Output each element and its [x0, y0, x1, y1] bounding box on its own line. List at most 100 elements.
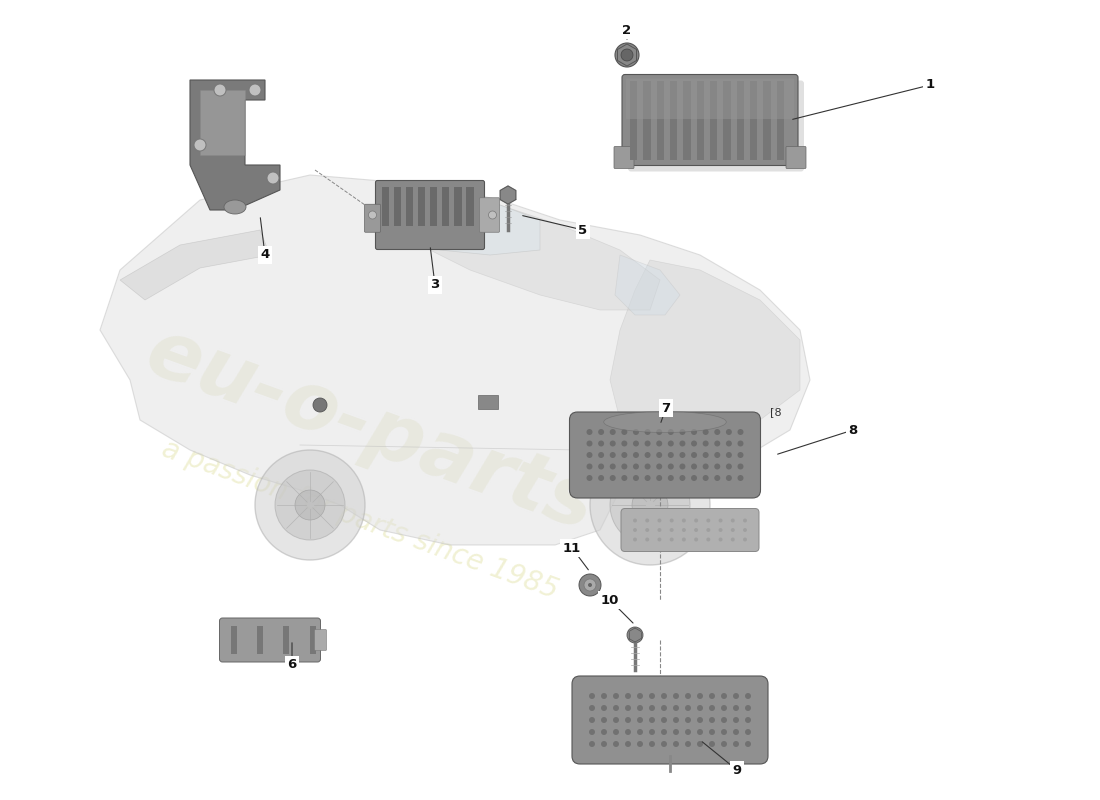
- Circle shape: [590, 445, 710, 565]
- Circle shape: [718, 538, 723, 542]
- Circle shape: [673, 705, 679, 711]
- Circle shape: [733, 717, 739, 723]
- Polygon shape: [190, 80, 280, 210]
- Polygon shape: [200, 90, 245, 155]
- Circle shape: [685, 729, 691, 735]
- Bar: [683, 81, 691, 159]
- Circle shape: [682, 528, 686, 532]
- Circle shape: [194, 139, 206, 151]
- Circle shape: [601, 705, 607, 711]
- Bar: [466, 186, 474, 226]
- Circle shape: [706, 528, 711, 532]
- Circle shape: [609, 452, 616, 458]
- Circle shape: [680, 429, 685, 435]
- Text: 6: 6: [287, 658, 297, 671]
- Circle shape: [632, 441, 639, 446]
- Circle shape: [621, 463, 627, 470]
- Bar: [309, 626, 316, 654]
- Circle shape: [726, 463, 732, 470]
- Circle shape: [632, 429, 639, 435]
- Circle shape: [742, 528, 747, 532]
- Circle shape: [720, 741, 727, 747]
- Circle shape: [720, 705, 727, 711]
- Circle shape: [267, 172, 279, 184]
- Circle shape: [720, 729, 727, 735]
- Circle shape: [646, 518, 649, 522]
- Circle shape: [670, 528, 673, 532]
- Circle shape: [588, 705, 595, 711]
- Circle shape: [703, 463, 708, 470]
- Circle shape: [742, 538, 747, 542]
- Circle shape: [745, 693, 751, 699]
- Bar: [283, 626, 289, 654]
- Circle shape: [714, 452, 720, 458]
- Circle shape: [598, 429, 604, 435]
- Polygon shape: [420, 195, 540, 255]
- Circle shape: [621, 475, 627, 481]
- Circle shape: [658, 528, 661, 532]
- Circle shape: [632, 463, 639, 470]
- Circle shape: [697, 741, 703, 747]
- Text: a passion for parts since 1985: a passion for parts since 1985: [158, 435, 562, 605]
- FancyBboxPatch shape: [570, 412, 760, 498]
- Circle shape: [726, 429, 732, 435]
- Circle shape: [586, 463, 593, 470]
- Bar: [763, 81, 771, 159]
- Circle shape: [718, 528, 723, 532]
- Circle shape: [625, 693, 631, 699]
- Circle shape: [718, 518, 723, 522]
- Circle shape: [621, 441, 627, 446]
- Circle shape: [613, 693, 619, 699]
- Polygon shape: [615, 255, 680, 315]
- Circle shape: [609, 463, 616, 470]
- Bar: [442, 186, 450, 226]
- Circle shape: [685, 693, 691, 699]
- Circle shape: [598, 463, 604, 470]
- Circle shape: [588, 717, 595, 723]
- Circle shape: [726, 441, 732, 446]
- Circle shape: [632, 452, 639, 458]
- Circle shape: [745, 741, 751, 747]
- Text: 7: 7: [661, 402, 671, 414]
- Circle shape: [733, 741, 739, 747]
- Circle shape: [645, 463, 650, 470]
- Circle shape: [733, 705, 739, 711]
- Text: 9: 9: [733, 763, 741, 777]
- FancyBboxPatch shape: [621, 509, 759, 551]
- Bar: [418, 186, 425, 226]
- Circle shape: [668, 441, 674, 446]
- Text: 8: 8: [848, 423, 858, 437]
- Circle shape: [680, 475, 685, 481]
- Circle shape: [737, 429, 744, 435]
- Circle shape: [661, 729, 667, 735]
- Polygon shape: [100, 175, 810, 545]
- Circle shape: [694, 528, 698, 532]
- Circle shape: [691, 429, 697, 435]
- Circle shape: [295, 490, 324, 520]
- Circle shape: [685, 717, 691, 723]
- Circle shape: [625, 729, 631, 735]
- Text: 11: 11: [563, 542, 581, 554]
- FancyBboxPatch shape: [375, 181, 484, 250]
- Circle shape: [710, 729, 715, 735]
- Circle shape: [588, 583, 592, 587]
- Bar: [657, 81, 664, 159]
- Bar: [737, 81, 744, 159]
- Bar: [696, 81, 704, 159]
- Circle shape: [733, 729, 739, 735]
- Circle shape: [610, 465, 690, 545]
- Circle shape: [691, 463, 697, 470]
- Circle shape: [710, 693, 715, 699]
- Bar: [478, 395, 498, 409]
- Circle shape: [598, 475, 604, 481]
- Circle shape: [588, 729, 595, 735]
- FancyBboxPatch shape: [628, 81, 804, 171]
- Circle shape: [649, 705, 654, 711]
- Circle shape: [657, 429, 662, 435]
- Circle shape: [625, 741, 631, 747]
- Circle shape: [730, 538, 735, 542]
- Bar: [644, 81, 651, 159]
- Circle shape: [745, 729, 751, 735]
- Circle shape: [586, 441, 593, 446]
- Circle shape: [649, 717, 654, 723]
